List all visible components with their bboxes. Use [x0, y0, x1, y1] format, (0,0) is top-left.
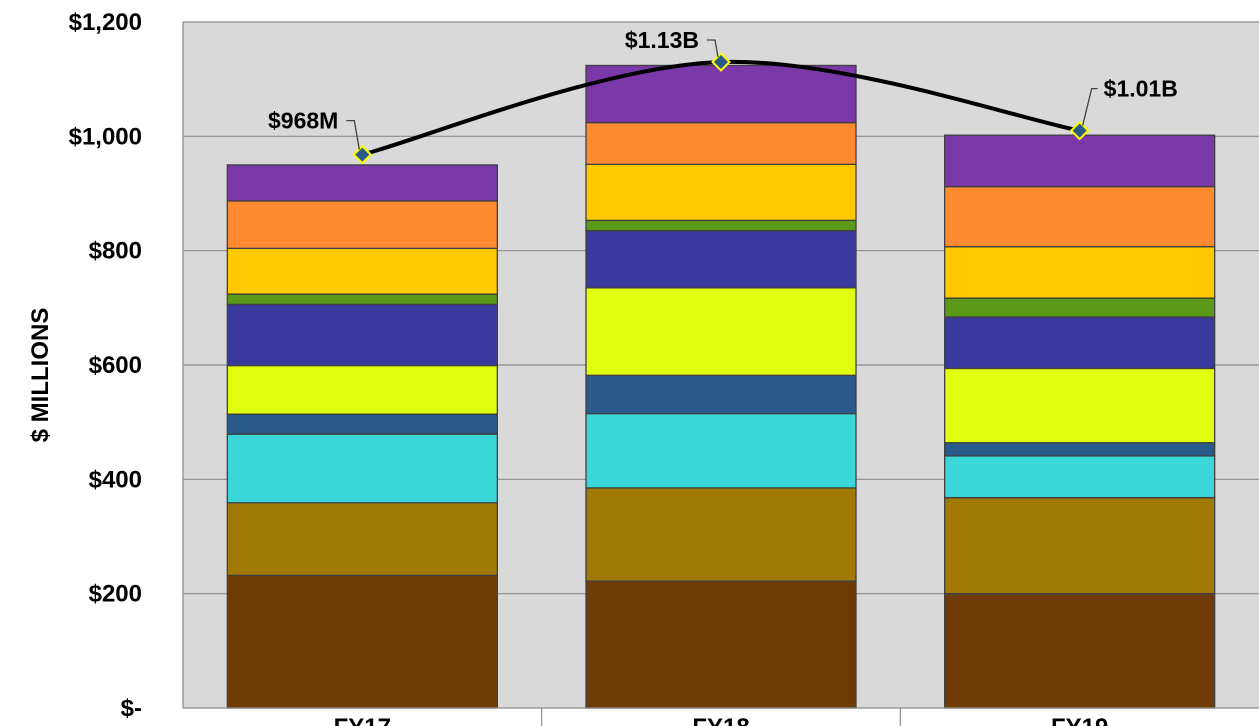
bar-segment: [585, 219, 857, 232]
total-label-leader: [1082, 87, 1098, 126]
bar-segment: [944, 185, 1216, 248]
total-data-label: $968M: [268, 108, 338, 134]
bar-segment: [944, 246, 1216, 299]
y-tick-label: $-: [121, 695, 142, 722]
bar-segment: [226, 200, 498, 250]
bar-segment: [226, 433, 498, 504]
x-axis: FY17 FY18 FY19: [183, 707, 1259, 726]
x-tick-label: FY19: [1051, 714, 1108, 726]
bar-segment: [585, 163, 857, 222]
total-marker: [352, 144, 373, 165]
total-label-leader: [346, 119, 360, 150]
bar-segment: [226, 293, 498, 306]
bar-segment: [226, 164, 498, 202]
total-data-label: $1.01B: [1104, 76, 1178, 102]
x-tick-label: FY17: [334, 714, 391, 726]
bar-segment: [226, 303, 498, 367]
bar-segment: [585, 374, 857, 415]
y-tick-label: $1,200: [69, 9, 142, 36]
bar-segment: [585, 580, 857, 709]
y-axis-ticks: $- $200 $400 $600 $800 $1,000 $1,200: [69, 9, 184, 722]
y-axis-label: $ MILLIONS: [27, 308, 54, 443]
y-tick-label: $800: [89, 238, 142, 265]
total-marker: [711, 52, 731, 72]
y-tick-label: $400: [89, 466, 142, 493]
total-marker: [1069, 120, 1090, 141]
bar-segment: [944, 134, 1216, 188]
bar-segment: [585, 121, 857, 165]
bar-segment: [944, 593, 1216, 709]
bar-stacks: [226, 64, 1216, 709]
bar-segment: [944, 442, 1216, 457]
bar-segment: [585, 287, 857, 376]
y-tick-label: $600: [89, 352, 142, 379]
bar-segment: [944, 367, 1216, 444]
bar-segment: [226, 247, 498, 295]
total-label-leader: [707, 39, 719, 58]
total-line: $968M $1.13B $1.01B: [268, 27, 1178, 165]
bar-segment: [944, 496, 1216, 595]
bar-segment: [226, 502, 498, 577]
bar-segment: [944, 455, 1216, 499]
y-tick-label: $1,000: [69, 123, 142, 150]
bar-segment: [585, 487, 857, 582]
x-tick-label: FY18: [692, 714, 749, 726]
bar-segment: [944, 297, 1216, 318]
total-data-label: $1.13B: [625, 27, 699, 53]
bar-segment: [944, 316, 1216, 370]
bar-segment: [226, 574, 498, 709]
y-tick-label: $200: [89, 581, 142, 608]
bar-segment: [226, 413, 498, 435]
bar-segment: [226, 364, 498, 415]
bar-segment: [585, 412, 857, 489]
bar-segment: [585, 230, 857, 289]
